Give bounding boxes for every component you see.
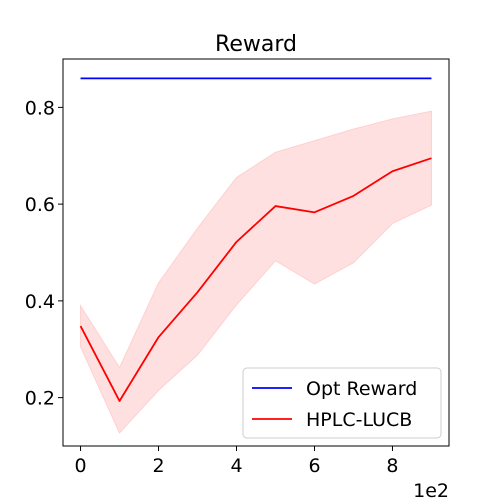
legend-box [242, 367, 442, 439]
x-tick-label: 2 [152, 455, 164, 477]
plot-area [79, 77, 432, 434]
x-tick-label: 6 [308, 455, 320, 477]
x-tick-label: 8 [386, 455, 398, 477]
x-axis: 0 2 4 6 8 [74, 446, 399, 477]
y-tick-label: 0.6 [25, 194, 55, 216]
chart-title: Reward [215, 32, 297, 57]
x-offset-label: 1e2 [413, 480, 449, 500]
x-tick-label: 4 [230, 455, 242, 477]
x-tick-label: 0 [74, 455, 86, 477]
legend-label-1: HPLC-LUCB [306, 409, 412, 431]
legend-label-0: Opt Reward [306, 378, 417, 400]
series-line-1 [79, 157, 432, 402]
y-tick-label: 0.2 [25, 388, 55, 410]
y-tick-label: 0.8 [25, 97, 55, 119]
y-axis: 0.2 0.4 0.6 0.8 [25, 97, 63, 410]
y-tick-label: 0.4 [25, 291, 55, 313]
confidence-band-1 [80, 110, 432, 434]
legend: Opt Reward HPLC-LUCB [242, 367, 442, 439]
plot-frame [62, 58, 450, 447]
